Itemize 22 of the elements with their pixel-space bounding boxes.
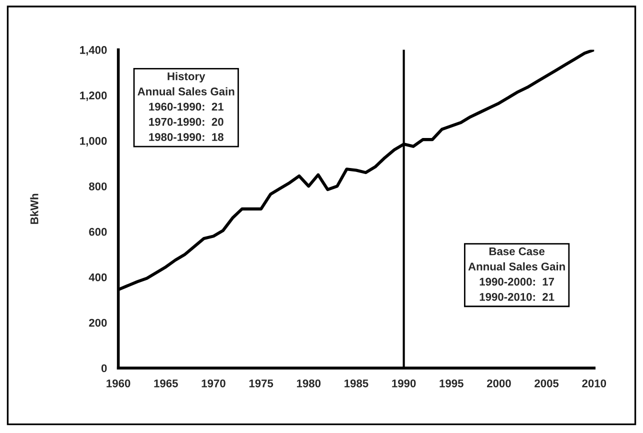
x-tick-label: 1960 [106,379,130,388]
annotation: Base Case Annual Sales Gain 1990-2000: 17 1990-2010: 21 [468,247,565,301]
x-tick-label: 2000 [486,379,511,388]
x-tick-label: 2005 [534,379,559,388]
x-tick-label: 1970 [202,379,226,388]
x-tick-label: 1990 [392,379,416,388]
x-tick-label: 2010 [582,379,606,388]
x-tick-label: 1995 [440,379,464,388]
y-tick-label: 1,200 [80,92,107,102]
y-tick-label: 1,400 [80,46,107,56]
y-tick-label: 0 [101,364,107,372]
y-axis-title: BkWh [30,194,38,224]
y-tick-label: 1,000 [80,136,107,146]
y-tick-label: 600 [89,228,107,236]
y-tick-label: 200 [89,318,107,327]
annotation: History Annual Sales Gain 1960-1990: 21 1970-1990: 20 1980-1990: 18 [138,72,234,141]
y-tick-label: 400 [88,273,107,282]
x-tick-label: 1975 [249,379,274,388]
x-tick-label: 1980 [296,379,321,388]
x-tick-label: 1965 [154,379,178,388]
x-tick-label: 1985 [344,379,368,388]
y-tick-label: 800 [89,182,107,190]
